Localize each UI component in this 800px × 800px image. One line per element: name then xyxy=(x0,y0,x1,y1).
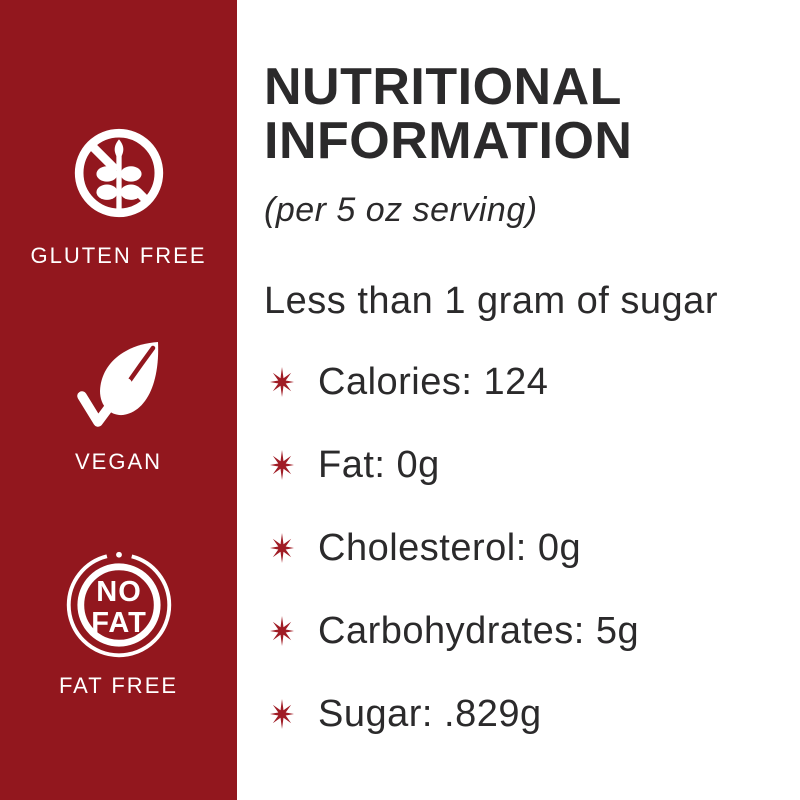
sugar-claim: Less than 1 gram of sugar xyxy=(264,280,718,322)
list-item-carbohydrates: Carbohydrates: 5g xyxy=(264,609,784,653)
no-fat-icon-text-no: NO xyxy=(96,576,141,608)
star-bullet-icon xyxy=(270,450,294,480)
list-item-calories: Calories: 124 xyxy=(264,360,784,404)
list-item-sugar: Sugar: .829g xyxy=(264,692,784,736)
page-title-line2: INFORMATION xyxy=(264,112,633,170)
vegan-icon xyxy=(76,342,158,427)
nutrient-text-sugar: Sugar: .829g xyxy=(318,692,542,735)
badge-vegan: VEGAN xyxy=(0,335,237,475)
badge-label-vegan: VEGAN xyxy=(74,449,163,474)
badge-label-gluten-free: GLUTEN FREE xyxy=(30,243,207,268)
list-item-fat: Fat: 0g xyxy=(264,443,784,487)
nutrient-text-carbohydrates: Carbohydrates: 5g xyxy=(318,609,640,652)
no-fat-icon-text-fat: FAT xyxy=(91,607,147,639)
no-fat-icon-dot xyxy=(115,551,122,558)
star-bullet-icon xyxy=(270,533,294,563)
star-bullet-icon xyxy=(270,367,294,397)
nutrient-text-cholesterol: Cholesterol: 0g xyxy=(318,526,582,569)
nutrient-text-fat: Fat: 0g xyxy=(318,443,440,486)
badge-gluten-free: GLUTEN FREE xyxy=(0,125,237,269)
star-bullet-icon xyxy=(270,616,294,646)
nutrient-list: Calories: 124 Fat: 0g Cholesterol: 0g Ca… xyxy=(264,360,784,736)
badge-fat-free: NO FAT FAT FREE xyxy=(0,547,237,699)
star-bullet-icon xyxy=(270,699,294,729)
list-item-cholesterol: Cholesterol: 0g xyxy=(264,526,784,570)
nutrient-text-calories: Calories: 124 xyxy=(318,360,549,403)
page-title-line1: NUTRITIONAL xyxy=(264,58,622,116)
page-title: NUTRITIONAL INFORMATION xyxy=(264,60,784,168)
badge-label-fat-free: FAT FREE xyxy=(58,673,179,698)
sidebar: GLUTEN FREE VEGAN NO FAT FAT FREE xyxy=(0,0,237,800)
no-fat-icon: NO FAT xyxy=(66,551,171,658)
serving-note: (per 5 oz serving) xyxy=(264,191,538,229)
gluten-free-icon xyxy=(74,128,163,218)
main-content: NUTRITIONAL INFORMATION (per 5 oz servin… xyxy=(264,60,784,775)
